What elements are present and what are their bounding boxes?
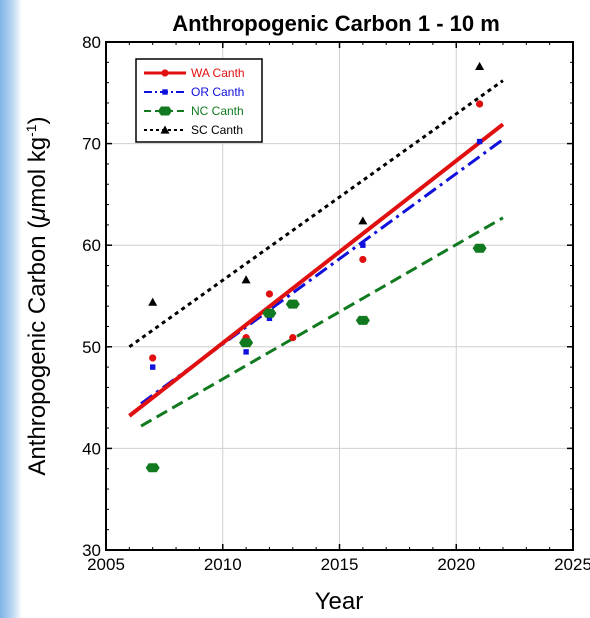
legend-item-or-canth: OR Canth <box>144 85 244 99</box>
fit-lines-layer <box>128 79 505 428</box>
y-axis-label: Anthropogenic Carbon (μmol kg-1) <box>23 116 51 475</box>
data-point-or-canth <box>150 364 156 370</box>
legend-item-nc-canth: NC Canth <box>144 104 244 118</box>
y-tick-label: 70 <box>82 135 101 154</box>
grid-layer <box>106 42 573 550</box>
y-tick-label: 40 <box>82 439 101 458</box>
data-point-wa-canth <box>265 290 274 298</box>
x-tick-label: 2020 <box>437 555 475 574</box>
chart-title: Anthropogenic Carbon 1 - 10 m <box>172 11 500 36</box>
y-tick-label: 60 <box>82 236 101 255</box>
legend: WA Canth OR Canth NC Canth SC Canth <box>135 58 263 143</box>
data-point-nc-canth <box>285 299 300 309</box>
data-point-wa-canth <box>359 255 367 264</box>
tick-labels-layer: 2005 2010 2015 2020 2025 30 40 50 60 70 80 <box>82 33 590 574</box>
legend-label: OR Canth <box>191 85 244 99</box>
data-point-nc-canth <box>239 338 254 348</box>
data-point-sc-canth <box>475 61 485 70</box>
legend-label: WA Canth <box>191 66 245 80</box>
y-tick-label: 30 <box>82 541 101 560</box>
legend-marker <box>158 106 172 116</box>
x-axis-label: Year <box>315 588 364 615</box>
data-point-nc-canth <box>262 308 277 318</box>
data-point-sc-canth <box>148 297 158 306</box>
x-tick-label: 2015 <box>321 555 359 574</box>
legend-item-wa-canth: WA Canth <box>144 66 245 80</box>
background-gradient-strip <box>0 0 22 618</box>
y-axis-label-main: Anthropogenic Carbon ( <box>24 221 51 476</box>
data-point-nc-canth <box>145 463 160 473</box>
fit-line-wa-canth <box>128 122 505 418</box>
data-point-or-canth <box>360 242 366 248</box>
legend-item-sc-canth: SC Canth <box>144 123 243 137</box>
y-axis-label-exponent: -1 <box>23 124 39 137</box>
data-point-nc-canth <box>472 243 487 253</box>
data-point-wa-canth <box>149 354 157 362</box>
data-point-nc-canth <box>355 315 370 325</box>
x-tick-label: 2025 <box>554 555 590 574</box>
fit-line-nc-canth <box>140 216 504 428</box>
y-tick-label: 80 <box>82 33 101 52</box>
x-tick-label: 2005 <box>87 555 125 574</box>
data-point-or-canth <box>243 349 249 355</box>
y-tick-label: 50 <box>82 338 101 357</box>
x-tick-label: 2010 <box>204 555 242 574</box>
data-point-or-canth <box>266 315 273 322</box>
legend-marker <box>162 89 168 95</box>
tick-marks-layer <box>105 41 574 551</box>
y-axis-label-close: ) <box>24 116 51 124</box>
y-axis-label-mu: μ <box>24 208 51 222</box>
data-point-sc-canth <box>241 275 251 284</box>
data-point-wa-canth <box>476 100 484 108</box>
y-axis-label-unit: mol kg <box>24 137 51 208</box>
data-point-or-canth <box>476 138 483 145</box>
legend-label: NC Canth <box>191 104 244 118</box>
legend-label: SC Canth <box>191 123 243 137</box>
legend-marker <box>161 69 169 77</box>
data-point-sc-canth <box>358 216 368 225</box>
data-points-layer <box>145 61 487 473</box>
legend-marker <box>160 125 170 134</box>
data-point-wa-canth <box>289 334 297 342</box>
